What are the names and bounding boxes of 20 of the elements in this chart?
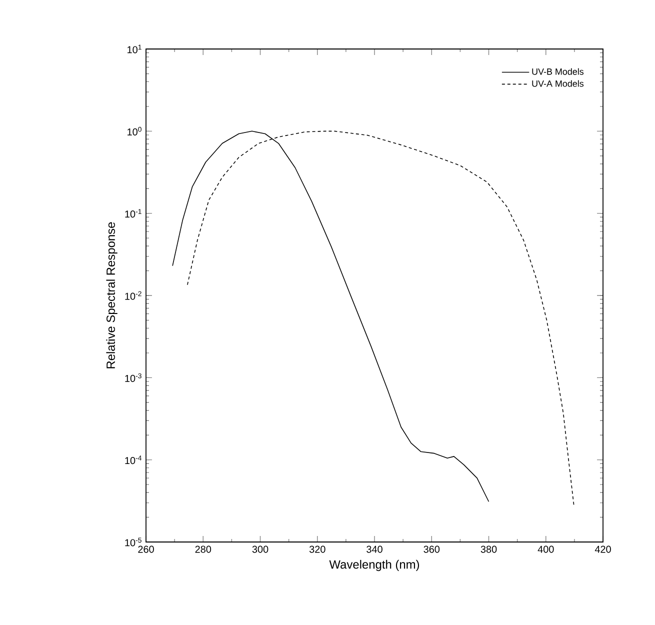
x-tick-label: 320 (309, 546, 326, 553)
legend-label: UV-A Models (532, 80, 584, 87)
y-tick-label: 10$^{1}$ (128, 44, 142, 54)
x-tick-label: 360 (424, 546, 440, 553)
y-tick-label: 10$^{-5}$ (125, 538, 142, 546)
y-tick-label: 10$^{0}$ (128, 126, 142, 136)
legend-label: UV-B Models (532, 68, 584, 75)
x-tick-label: 340 (366, 546, 382, 553)
x-tick-label: 260 (138, 546, 154, 553)
x-tick-label: 280 (195, 546, 212, 553)
y-axis-title: Relative Spectral Response (106, 222, 118, 368)
y-tick-label: 10$^{-2}$ (125, 291, 142, 300)
x-tick-label: 420 (594, 546, 611, 553)
x-tick-label: 380 (480, 546, 497, 553)
x-tick-label: 300 (252, 546, 268, 553)
y-tick-label: 10$^{-1}$ (125, 209, 142, 218)
x-tick-label: 400 (538, 546, 554, 553)
y-tick-label: 10$^{-4}$ (125, 456, 142, 464)
x-axis-title: Wavelength (nm) (329, 560, 420, 572)
y-tick-label: 10$^{-3}$ (125, 373, 142, 382)
